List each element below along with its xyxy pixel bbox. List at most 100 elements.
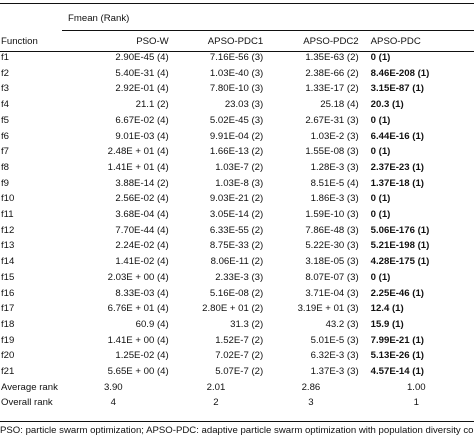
cell-apso-pdc1: 8.06E-11 (2) bbox=[210, 256, 264, 268]
cell-apso-pdc2: 2.38E-66 (2) bbox=[305, 67, 359, 79]
cell-apso-pdc2: 8.07E-07 (3) bbox=[305, 271, 359, 283]
cell-apso-pdc2: 2.86 bbox=[301, 381, 321, 393]
cell-apso-pdc2: 5.22E-30 (3) bbox=[305, 240, 359, 252]
bottom-rule bbox=[0, 421, 474, 422]
row-label: f16 bbox=[1, 287, 15, 299]
cell-apso-pdc: 8.46E-208 (1) bbox=[370, 67, 430, 79]
row-label: f10 bbox=[1, 193, 15, 205]
cell-apso-pdc1: 31.3 (2) bbox=[230, 318, 264, 330]
cell-apso-pdc: 2.25E-46 (1) bbox=[370, 287, 424, 299]
row-label: Average rank bbox=[1, 381, 58, 393]
cell-apso-pdc1: 2.01 bbox=[206, 381, 226, 393]
cell-pso-w: 1.41E + 01 (4) bbox=[107, 161, 169, 173]
table-row: f11 3.68E-04 (4) 3.05E-14 (2) 1.59E-10 (3) 0… bbox=[0, 207, 474, 223]
row-label: f18 bbox=[1, 318, 15, 330]
cell-apso-pdc2: 7.86E-48 (3) bbox=[305, 224, 359, 236]
cell-pso-w: 3.68E-04 (4) bbox=[115, 209, 169, 221]
top-rule bbox=[0, 3, 474, 4]
cell-pso-w: 7.70E-44 (4) bbox=[115, 224, 169, 236]
cell-apso-pdc: 0 (1) bbox=[370, 114, 391, 126]
cell-pso-w: 2.90E-45 (4) bbox=[115, 52, 169, 63]
cell-apso-pdc2: 1.37E-3 (3) bbox=[310, 366, 359, 378]
cell-apso-pdc1: 5.02E-45 (3) bbox=[209, 114, 264, 126]
row-label: f15 bbox=[1, 271, 15, 283]
row-label: f14 bbox=[1, 256, 15, 268]
cell-apso-pdc2: 5.01E-5 (3) bbox=[310, 334, 359, 346]
cell-apso-pdc: 20.3 (1) bbox=[370, 99, 404, 111]
cell-apso-pdc1: 1.03E-40 (3) bbox=[209, 67, 264, 79]
group-header: Fmean (Rank) bbox=[68, 13, 130, 24]
cell-pso-w: 1.41E-02 (4) bbox=[115, 256, 169, 268]
cell-pso-w: 2.56E-02 (4) bbox=[115, 193, 169, 205]
cell-apso-pdc: 5.13E-26 (1) bbox=[370, 350, 424, 362]
cell-pso-w: 4 bbox=[110, 397, 116, 409]
row-label: f4 bbox=[1, 99, 10, 111]
col-header-apso-pdc: APSO-PDC bbox=[370, 36, 421, 47]
cell-apso-pdc2: 43.2 (3) bbox=[325, 318, 359, 330]
cell-apso-pdc1: 1.66E-13 (2) bbox=[209, 146, 264, 158]
table-row: f8 1.41E + 01 (4) 1.03E-7 (2) 1.28E-3 (3) 2.… bbox=[0, 160, 474, 176]
table-row: f3 2.92E-01 (4) 7.80E-10 (3) 1.33E-17 (2) 3.… bbox=[0, 81, 474, 97]
cell-apso-pdc2: 6.32E-3 (3) bbox=[310, 350, 359, 362]
cell-apso-pdc: 3.15E-87 (1) bbox=[370, 83, 424, 95]
cell-apso-pdc1: 9.91E-04 (2) bbox=[209, 130, 264, 142]
cell-pso-w: 6.76E + 01 (4) bbox=[107, 303, 169, 315]
cell-pso-w: 21.1 (2) bbox=[135, 99, 169, 111]
cell-pso-w: 2.92E-01 (4) bbox=[115, 83, 169, 95]
table-row: f13 2.24E-02 (4) 8.75E-33 (2) 5.22E-30 (3) 5… bbox=[0, 238, 474, 254]
row-label: f1 bbox=[1, 52, 10, 63]
row-label: f17 bbox=[1, 303, 15, 315]
cell-apso-pdc: 4.28E-175 (1) bbox=[370, 256, 430, 268]
cell-apso-pdc1: 5.16E-08 (2) bbox=[209, 287, 264, 299]
row-label: f21 bbox=[1, 366, 15, 378]
table-row: f18 60.9 (4) 31.3 (2) 43.2 (3) 15.9 (1) bbox=[0, 317, 474, 333]
cell-apso-pdc: 1 bbox=[413, 397, 419, 409]
group-rule bbox=[62, 30, 474, 31]
cell-apso-pdc2: 8.51E-5 (4) bbox=[310, 177, 359, 189]
table-row: f6 9.01E-03 (4) 9.91E-04 (2) 1.03E-2 (3) 6.4… bbox=[0, 129, 474, 145]
cell-apso-pdc2: 3.19E + 01 (3) bbox=[297, 303, 359, 315]
cell-apso-pdc1: 1.52E-7 (2) bbox=[215, 334, 264, 346]
cell-apso-pdc: 7.99E-21 (1) bbox=[370, 334, 424, 346]
cell-pso-w: 6.67E-02 (4) bbox=[115, 114, 169, 126]
cell-apso-pdc: 4.57E-14 (1) bbox=[370, 366, 424, 378]
cell-pso-w: 2.48E + 01 (4) bbox=[107, 146, 169, 158]
cell-apso-pdc1: 8.75E-33 (2) bbox=[209, 240, 264, 252]
row-label: f6 bbox=[1, 130, 10, 142]
cell-pso-w: 1.41E + 00 (4) bbox=[107, 334, 169, 346]
cell-pso-w: 3.88E-14 (2) bbox=[115, 177, 169, 189]
row-label: f9 bbox=[1, 177, 10, 189]
average-rank-row: Average rank 3.90 2.01 2.86 1.00 bbox=[0, 380, 474, 396]
cell-apso-pdc1: 5.07E-7 (2) bbox=[215, 366, 264, 378]
table-row: f20 1.25E-02 (4) 7.02E-7 (2) 6.32E-3 (3) 5.1… bbox=[0, 348, 474, 364]
cell-apso-pdc: 0 (1) bbox=[370, 271, 391, 283]
cell-apso-pdc2: 1.35E-63 (2) bbox=[305, 52, 359, 63]
cell-apso-pdc1: 7.16E-56 (3) bbox=[209, 52, 264, 63]
cell-apso-pdc: 5.21E-198 (1) bbox=[370, 240, 430, 252]
row-label: f8 bbox=[1, 161, 10, 173]
cell-apso-pdc1: 2 bbox=[213, 397, 219, 409]
cell-apso-pdc2: 1.59E-10 (3) bbox=[305, 209, 359, 221]
table-row: f4 21.1 (2) 23.03 (3) 25.18 (4) 20.3 (1) bbox=[0, 97, 474, 113]
cell-pso-w: 2.24E-02 (4) bbox=[115, 240, 169, 252]
col-header-apso-pdc1: APSO-PDC1 bbox=[207, 36, 264, 47]
cell-apso-pdc: 2.37E-23 (1) bbox=[370, 161, 424, 173]
table-row: f16 8.33E-03 (4) 5.16E-08 (2) 3.71E-04 (3) 2… bbox=[0, 286, 474, 302]
cell-pso-w: 8.33E-03 (4) bbox=[115, 287, 169, 299]
cell-pso-w: 5.65E + 00 (4) bbox=[107, 366, 169, 378]
cell-apso-pdc2: 1.55E-08 (3) bbox=[305, 146, 359, 158]
cell-apso-pdc2: 2.67E-31 (3) bbox=[305, 114, 359, 126]
cell-apso-pdc1: 2.33E-3 (3) bbox=[215, 271, 264, 283]
cell-apso-pdc: 1.00 bbox=[406, 381, 426, 393]
row-label: Overall rank bbox=[1, 397, 53, 409]
col-header-apso-pdc2: APSO-PDC2 bbox=[303, 36, 359, 47]
cell-pso-w: 5.40E-31 (4) bbox=[115, 67, 169, 79]
cell-pso-w: 2.03E + 00 (4) bbox=[107, 271, 169, 283]
row-label: f12 bbox=[1, 224, 15, 236]
cell-apso-pdc: 0 (1) bbox=[370, 52, 391, 63]
cell-apso-pdc1: 7.80E-10 (3) bbox=[209, 83, 264, 95]
cell-apso-pdc1: 6.33E-55 (2) bbox=[209, 224, 264, 236]
header-rule bbox=[0, 51, 474, 52]
cell-apso-pdc: 1.37E-18 (1) bbox=[370, 177, 424, 189]
cell-apso-pdc1: 9.03E-21 (2) bbox=[209, 193, 264, 205]
